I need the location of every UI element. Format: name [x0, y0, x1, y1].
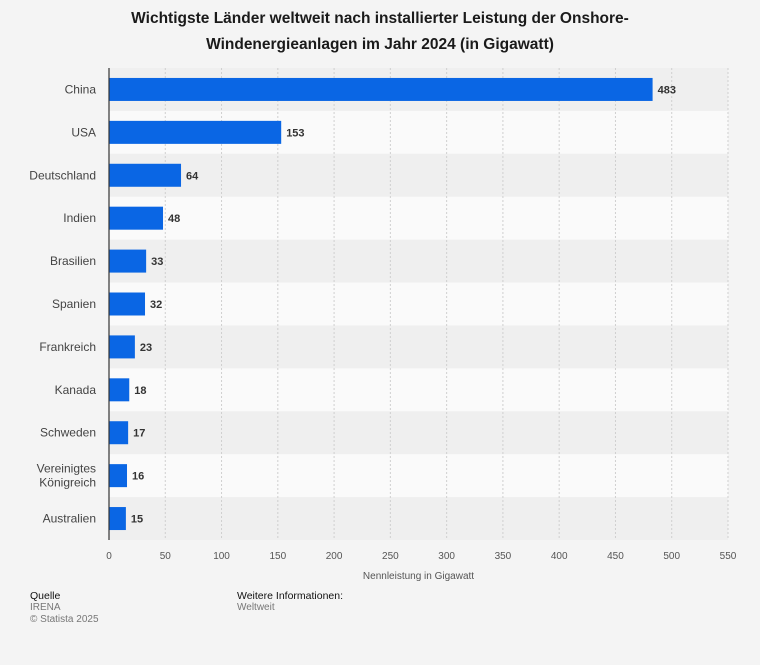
bar-spanien	[109, 292, 146, 316]
info-heading: Weitere Informationen:	[237, 590, 344, 602]
bar-deutschland	[109, 163, 182, 187]
bar-vereinigtes-königreich	[109, 464, 128, 488]
bar-australien	[109, 507, 126, 531]
category-label: Deutschland	[29, 168, 96, 182]
category-label: Indien	[63, 211, 96, 225]
row-stripe	[109, 411, 728, 455]
row-stripe	[109, 454, 728, 498]
x-tick-label: 0	[106, 551, 112, 562]
value-label: 18	[134, 385, 146, 397]
x-tick-label: 400	[551, 551, 568, 562]
chart-title-line1: Wichtigste Länder weltweit nach installi…	[131, 10, 629, 27]
category-label: Spanien	[52, 297, 96, 311]
chart-title-line2: Windenergieanlagen im Jahr 2024 (in Giga…	[206, 36, 554, 53]
row-stripe	[109, 497, 728, 540]
info-block: Weitere Informationen: Weltweit	[237, 590, 343, 614]
bar-frankreich	[109, 335, 135, 359]
source-heading: Quelle	[30, 590, 61, 602]
category-label: USA	[71, 125, 96, 139]
value-label: 153	[286, 127, 304, 139]
bar-usa	[109, 120, 282, 144]
value-label: 483	[658, 84, 676, 96]
category-label: China	[65, 82, 97, 96]
row-stripe	[109, 282, 728, 326]
bar-china	[109, 77, 653, 101]
value-label: 48	[168, 213, 180, 225]
bar-brasilien	[109, 249, 147, 273]
x-tick-label: 300	[438, 551, 455, 562]
category-label: Australien	[43, 512, 96, 526]
source-text: IRENA	[30, 602, 61, 613]
row-stripe	[109, 368, 728, 412]
x-tick-label: 250	[382, 551, 399, 562]
bar-indien	[109, 206, 164, 230]
x-axis-title: Nennleistung in Gigawatt	[363, 571, 474, 582]
x-tick-label: 50	[160, 551, 172, 562]
x-tick-label: 200	[326, 551, 343, 562]
row-stripe	[109, 196, 728, 240]
value-label: 64	[186, 170, 199, 182]
x-tick-label: 150	[269, 551, 286, 562]
category-label: Brasilien	[50, 254, 96, 268]
x-tick-label: 550	[720, 551, 737, 562]
row-stripe	[109, 239, 728, 283]
value-label: 33	[151, 256, 163, 268]
value-label: 16	[132, 471, 144, 483]
x-tick-label: 100	[213, 551, 230, 562]
x-tick-label: 450	[607, 551, 624, 562]
value-label: 17	[133, 428, 145, 440]
value-label: 23	[140, 342, 152, 354]
copyright-text: © Statista 2025	[30, 614, 99, 625]
category-label: Schweden	[40, 426, 96, 440]
category-label: Vereinigtes Königreich	[37, 462, 96, 490]
value-label: 15	[131, 514, 143, 526]
info-text: Weltweit	[237, 602, 275, 613]
source-block: Quelle IRENA © Statista 2025	[30, 590, 99, 626]
chart-title: Wichtigste Länder weltweit nach installi…	[40, 6, 720, 58]
value-label: 32	[150, 299, 162, 311]
bar-schweden	[109, 421, 129, 445]
row-stripe	[109, 153, 728, 197]
bar-kanada	[109, 378, 130, 402]
category-label: Kanada	[55, 383, 97, 397]
x-tick-label: 350	[495, 551, 512, 562]
row-stripe	[109, 325, 728, 369]
category-label: Frankreich	[39, 340, 96, 354]
x-tick-label: 500	[663, 551, 680, 562]
